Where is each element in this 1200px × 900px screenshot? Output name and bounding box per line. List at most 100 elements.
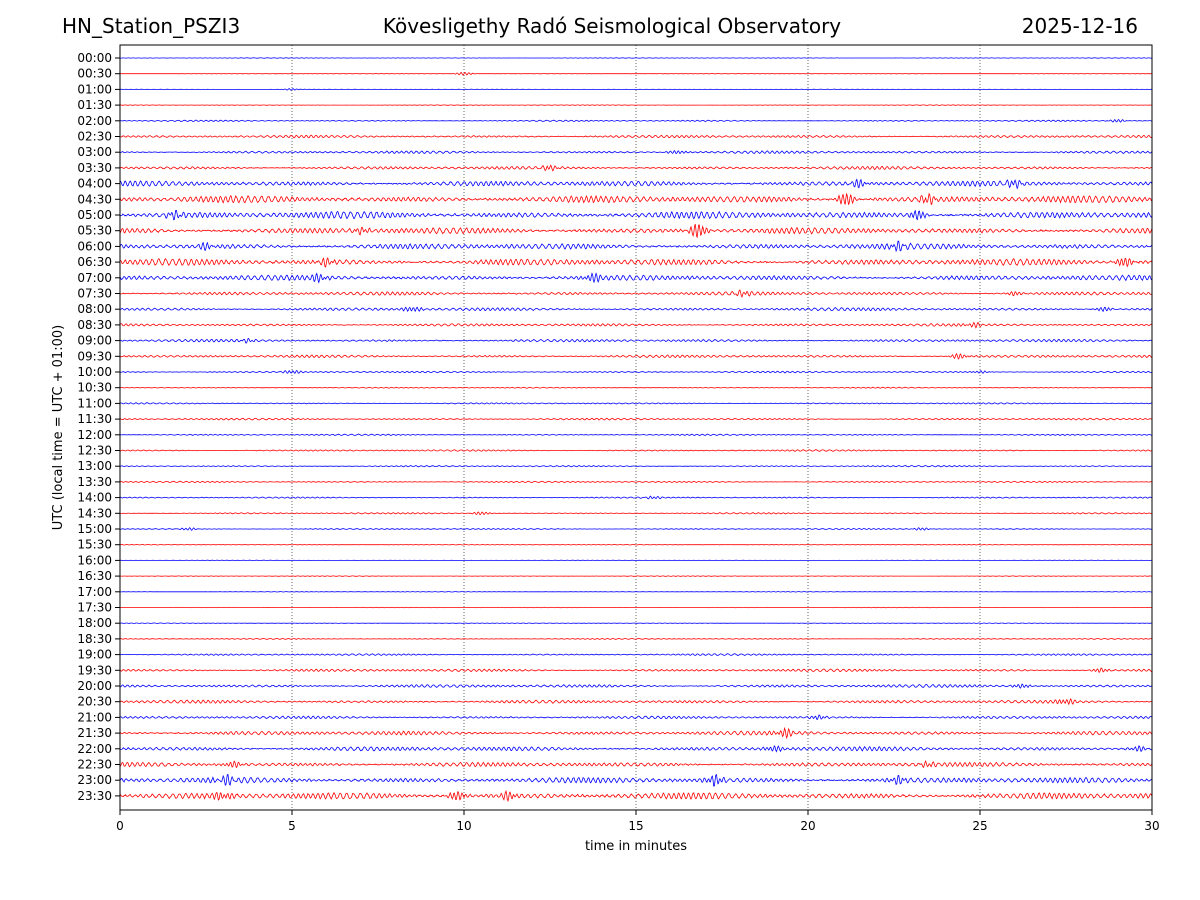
y-tick-label: 07:00 xyxy=(77,271,112,285)
trace-line xyxy=(119,745,1153,753)
plot-frame xyxy=(119,44,1153,811)
y-tick-label: 04:00 xyxy=(77,177,112,191)
trace-line xyxy=(120,71,1153,76)
trace-lines xyxy=(119,57,1153,803)
y-tick-label: 14:00 xyxy=(77,491,112,505)
grid-lines xyxy=(291,45,981,810)
chart-date: 2025-12-16 xyxy=(1021,14,1138,38)
trace-line xyxy=(119,480,1153,484)
x-tick-label: 20 xyxy=(800,819,815,833)
y-tick-label: 17:00 xyxy=(77,585,112,599)
trace-line xyxy=(119,433,1153,436)
y-tick-label: 08:30 xyxy=(77,318,112,332)
y-tick-label: 07:30 xyxy=(77,287,112,301)
y-tick-label: 15:00 xyxy=(77,522,112,536)
trace-line xyxy=(119,683,1153,689)
trace-line xyxy=(119,240,1153,253)
trace-line xyxy=(119,726,1153,740)
y-tick-label: 02:30 xyxy=(77,130,112,144)
y-tick-label: 16:30 xyxy=(77,569,112,583)
y-tick-label: 10:30 xyxy=(77,381,112,395)
y-tick-label: 12:00 xyxy=(77,428,112,442)
trace-line xyxy=(119,790,1153,803)
y-tick-label: 19:00 xyxy=(77,648,112,662)
trace-line xyxy=(119,760,1153,769)
y-tick-label: 13:30 xyxy=(77,475,112,489)
y-tick-label: 19:30 xyxy=(77,663,112,677)
x-tick-label: 0 xyxy=(116,819,124,833)
y-tick-label: 12:30 xyxy=(77,444,112,458)
trace-line xyxy=(119,591,1153,593)
trace-line xyxy=(119,209,1153,221)
y-tick-label: 13:00 xyxy=(77,459,112,473)
x-tick-label: 25 xyxy=(972,819,987,833)
y-tick-label: 20:00 xyxy=(77,679,112,693)
trace-line xyxy=(119,88,1152,91)
y-tick-label: 20:30 xyxy=(77,695,112,709)
observatory-title: Kövesligethy Radó Seismological Observat… xyxy=(382,14,842,38)
trace-line xyxy=(119,178,1153,190)
trace-line xyxy=(120,369,1153,374)
y-tick-label: 01:00 xyxy=(77,82,112,96)
y-tick-label: 08:00 xyxy=(77,302,112,316)
trace-line xyxy=(119,465,1152,468)
y-tick-label: 22:00 xyxy=(77,742,112,756)
y-tick-label: 05:00 xyxy=(77,208,112,222)
y-tick-label: 05:30 xyxy=(77,224,112,238)
y-tick-label: 22:30 xyxy=(77,758,112,772)
y-tick-label: 00:30 xyxy=(77,67,112,81)
trace-line xyxy=(119,272,1153,284)
trace-line xyxy=(119,774,1153,787)
y-tick-label: 06:30 xyxy=(77,255,112,269)
trace-line xyxy=(120,606,1152,609)
trace-line xyxy=(119,698,1153,706)
y-axis-label: UTC (local time = UTC + 01:00) xyxy=(51,325,66,530)
x-tick-label: 5 xyxy=(288,819,296,833)
trace-line xyxy=(119,527,1153,531)
trace-line xyxy=(119,667,1153,673)
trace-line xyxy=(120,575,1153,577)
x-tick-label: 15 xyxy=(628,819,643,833)
x-axis-ticks: 0 5 10 15 20 25 30 xyxy=(116,810,1160,833)
trace-line xyxy=(119,511,1153,516)
trace-line xyxy=(119,714,1153,720)
y-tick-label: 23:00 xyxy=(77,773,112,787)
trace-line xyxy=(119,495,1153,500)
y-tick-label: 10:00 xyxy=(77,365,112,379)
y-tick-label: 16:00 xyxy=(77,553,112,567)
y-tick-label: 14:30 xyxy=(77,506,112,520)
y-tick-label: 11:00 xyxy=(77,396,112,410)
trace-line xyxy=(120,338,1153,344)
x-tick-label: 10 xyxy=(456,819,471,833)
y-tick-label: 04:30 xyxy=(77,192,112,206)
trace-line xyxy=(119,543,1153,546)
trace-line xyxy=(119,622,1152,624)
y-tick-label: 06:00 xyxy=(77,239,112,253)
trace-line xyxy=(119,223,1153,239)
y-tick-label: 00:00 xyxy=(77,51,112,65)
trace-line xyxy=(119,386,1153,389)
y-tick-label: 18:00 xyxy=(77,616,112,630)
trace-line xyxy=(119,164,1153,172)
y-tick-label: 23:30 xyxy=(77,789,112,803)
y-tick-label: 01:30 xyxy=(77,98,112,112)
station-name: HN_Station_PSZI3 xyxy=(62,14,241,38)
trace-line xyxy=(119,321,1153,329)
trace-line xyxy=(120,559,1153,562)
trace-line xyxy=(119,104,1152,106)
trace-line xyxy=(119,289,1153,298)
trace-line xyxy=(120,118,1153,123)
y-tick-label: 03:30 xyxy=(77,161,112,175)
y-tick-label: 03:00 xyxy=(77,145,112,159)
trace-line xyxy=(119,192,1153,205)
y-tick-label: 15:30 xyxy=(77,538,112,552)
trace-line xyxy=(119,306,1153,313)
x-tick-label: 30 xyxy=(1144,819,1159,833)
trace-line xyxy=(119,653,1153,656)
y-tick-label: 18:30 xyxy=(77,632,112,646)
trace-line xyxy=(119,638,1153,640)
y-tick-label: 21:00 xyxy=(77,710,112,724)
y-tick-label: 02:00 xyxy=(77,114,112,128)
trace-line xyxy=(119,402,1153,405)
